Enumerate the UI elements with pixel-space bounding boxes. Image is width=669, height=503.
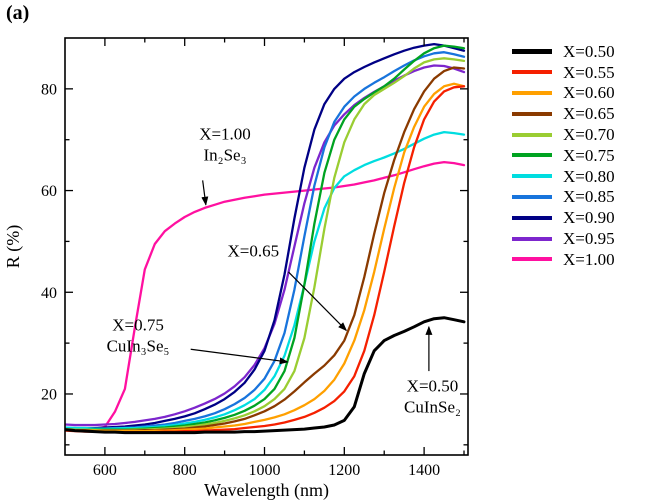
y-tick-label: 60 [41,183,57,200]
legend-item: X=1.00 [512,249,615,270]
legend-swatch [512,174,552,179]
legend-label: X=0.55 [563,62,615,82]
legend-swatch [512,215,552,220]
chart-annotation: X=0.75 CuIn₃Se₅ [107,315,170,355]
legend-swatch [512,194,552,199]
annotation-arrow [288,271,348,332]
chart-annotation: X=0.50 CuInSe₂ [404,376,461,416]
legend-label: X=0.60 [563,83,615,103]
legend-swatch [512,132,552,137]
annotation-arrow [190,348,289,365]
annotation-arrow [201,180,209,206]
series-line [65,42,466,430]
x-tick-label: 1400 [408,462,440,479]
legend-swatch [512,236,552,241]
chart-annotation: X=0.65 [228,242,280,261]
x-tick-label: 800 [173,462,197,479]
legend-label: X=0.95 [563,229,615,249]
legend-label: X=0.80 [563,166,615,186]
legend-swatch [512,90,552,95]
y-tick-label: 40 [41,285,57,302]
series-line [65,44,466,431]
legend-label: X=0.85 [563,187,615,207]
series-line [65,51,466,430]
legend-swatch [512,48,552,54]
legend-item: X=0.70 [512,124,615,145]
legend-item: X=0.55 [512,62,615,83]
legend-item: X=0.90 [512,207,615,228]
legend-swatch [512,111,552,116]
x-axis-title: Wavelength (nm) [204,480,329,501]
legend-label: X=0.75 [563,145,615,165]
legend-label: X=0.65 [563,104,615,124]
y-axis-title: R (%) [3,225,24,269]
x-tick-label: 600 [93,462,117,479]
legend-item: X=0.95 [512,228,615,249]
y-tick-label: 20 [41,386,57,403]
y-tick-label: 80 [41,81,57,98]
series-group [65,42,466,435]
legend-item: X=0.80 [512,166,615,187]
legend-item: X=0.85 [512,187,615,208]
legend-item: X=0.60 [512,83,615,104]
legend-swatch [512,70,552,75]
legend-swatch [512,257,552,262]
panel-label: (a) [6,2,30,24]
legend-label: X=1.00 [563,249,615,269]
reflectance-chart: 600 800 1000 1200 1400 20 40 60 80 Wavelength (nm… [3,37,469,501]
legend-label: X=0.50 [563,41,615,61]
legend-item: X=0.50 [512,41,615,62]
series-line [65,316,466,435]
legend-item: X=0.75 [512,145,615,166]
legend: X=0.50 X=0.55 X=0.60 X=0.65 X=0.70 X=0.75 X=0.… [512,41,615,270]
plot-frame [64,37,469,456]
x-tick-label: 1000 [249,462,281,479]
chart-annotation: X=1.00 In₂Se₃ [199,125,251,165]
x-tick-label: 1200 [328,462,360,479]
legend-item: X=0.65 [512,103,615,124]
legend-swatch [512,153,552,158]
legend-label: X=0.90 [563,208,615,228]
legend-label: X=0.70 [563,125,615,145]
